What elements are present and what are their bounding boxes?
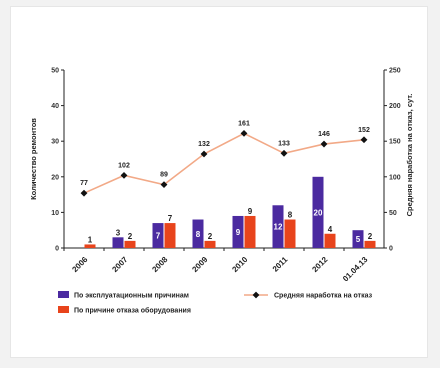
y2-axis-title: Средняя наработка на отказ, сут. bbox=[405, 94, 414, 217]
data-label-equipment-failure: 8 bbox=[288, 211, 293, 220]
bar-operational bbox=[352, 230, 364, 248]
data-label-operational: 3 bbox=[116, 228, 121, 237]
data-label-operational: 20 bbox=[314, 208, 323, 217]
data-label-mtbf: 146 bbox=[318, 131, 330, 138]
point-mtbf bbox=[120, 171, 128, 179]
bar-operational bbox=[192, 219, 204, 248]
data-label-equipment-failure: 1 bbox=[88, 235, 93, 244]
y2-axis-tick-label: 0 bbox=[389, 246, 393, 253]
legend-marker-mtbf bbox=[252, 291, 260, 299]
x-axis-tick-label: 2011 bbox=[271, 255, 290, 274]
data-label-mtbf: 161 bbox=[238, 120, 250, 127]
data-label-mtbf: 152 bbox=[358, 127, 370, 134]
legend-label-equipment-failure: По причине отказа оборудования bbox=[74, 307, 191, 315]
line-mtbf bbox=[83, 132, 365, 194]
data-label-equipment-failure: 2 bbox=[368, 232, 373, 241]
point-mtbf bbox=[240, 129, 248, 137]
data-label-mtbf: 77 bbox=[80, 180, 88, 187]
point-mtbf bbox=[360, 136, 368, 144]
x-axis-tick-label: 2006 bbox=[70, 255, 89, 274]
point-mtbf bbox=[160, 181, 168, 189]
legend-swatch-operational bbox=[58, 291, 69, 298]
bar-equipment-failure bbox=[364, 240, 376, 248]
bar-equipment-failure bbox=[124, 240, 136, 248]
data-label-mtbf: 102 bbox=[118, 162, 130, 169]
x-axis-tick-label: 2010 bbox=[230, 255, 249, 274]
bar-operational bbox=[152, 223, 164, 248]
point-mtbf bbox=[280, 149, 288, 157]
bar-operational bbox=[272, 205, 284, 248]
chart-legend: По эксплуатационным причинам По причине … bbox=[58, 291, 373, 315]
data-label-equipment-failure: 9 bbox=[248, 207, 253, 216]
chart-frame bbox=[10, 6, 428, 358]
x-axis-tick-label: 2007 bbox=[110, 255, 129, 274]
bar-equipment-failure bbox=[324, 233, 336, 248]
point-mtbf bbox=[200, 150, 208, 158]
point-mtbf bbox=[80, 189, 88, 197]
bar-operational bbox=[312, 176, 324, 248]
data-label-equipment-failure: 2 bbox=[128, 232, 133, 241]
x-axis-tick-label: 2012 bbox=[310, 255, 329, 274]
legend-label-operational: По эксплуатационным причинам bbox=[74, 293, 189, 300]
y2-axis-tick-label: 50 bbox=[389, 210, 397, 217]
data-label-equipment-failure: 7 bbox=[168, 214, 173, 223]
bar-operational bbox=[112, 237, 124, 248]
legend-label-mtbf: Средняя наработка на отказ bbox=[274, 292, 373, 300]
point-mtbf bbox=[320, 140, 328, 148]
y-axis-tick-label: 50 bbox=[51, 68, 59, 75]
x-axis-tick-label: 2008 bbox=[150, 255, 169, 274]
y-axis-tick-label: 20 bbox=[51, 174, 59, 181]
line-series-group bbox=[80, 129, 368, 197]
y-axis-title: Количество ремонтов bbox=[29, 118, 38, 200]
y-axis-tick-label: 0 bbox=[55, 246, 59, 253]
data-label-operational: 8 bbox=[196, 230, 201, 239]
bar-equipment-failure bbox=[284, 219, 296, 248]
data-label-operational: 12 bbox=[274, 223, 283, 232]
data-label-mtbf: 132 bbox=[198, 141, 210, 148]
bar-operational bbox=[232, 215, 244, 248]
y2-axis-tick-label: 150 bbox=[389, 139, 401, 146]
bar-equipment-failure bbox=[204, 240, 216, 248]
legend-swatch-equipment-failure bbox=[58, 306, 69, 313]
y2-axis-tick-label: 100 bbox=[389, 174, 401, 181]
bar-equipment-failure bbox=[244, 215, 256, 248]
bar-equipment-failure bbox=[164, 223, 176, 248]
data-label-operational: 7 bbox=[156, 232, 161, 241]
y-axis-tick-label: 10 bbox=[51, 210, 59, 217]
y-axis-tick-label: 40 bbox=[51, 103, 59, 110]
x-axis-tick-label: 01.04.13 bbox=[341, 255, 370, 284]
bar-series-group bbox=[84, 176, 376, 248]
y-axis-tick-label: 30 bbox=[51, 139, 59, 146]
data-label-operational: 9 bbox=[236, 228, 241, 237]
y2-axis-tick-label: 200 bbox=[389, 103, 401, 110]
data-label-mtbf: 133 bbox=[278, 140, 290, 147]
x-axis-tick-label: 2009 bbox=[190, 255, 209, 274]
bar-equipment-failure bbox=[84, 244, 96, 248]
data-label-equipment-failure: 4 bbox=[328, 225, 333, 234]
y2-axis-tick-label: 250 bbox=[389, 68, 401, 75]
data-label-equipment-failure: 2 bbox=[208, 232, 213, 241]
data-label-mtbf: 89 bbox=[160, 172, 168, 179]
data-label-operational: 5 bbox=[356, 235, 361, 244]
